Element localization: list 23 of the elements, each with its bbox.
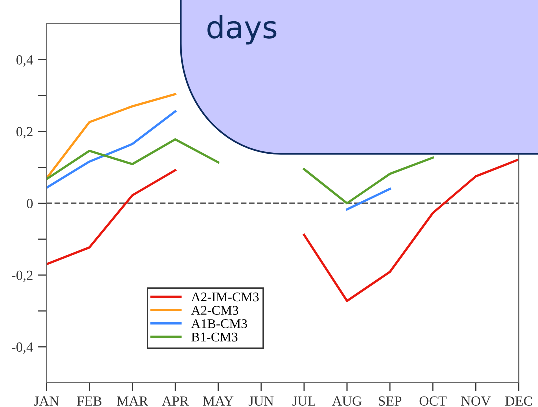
x-tick-label: SEP [379,396,402,406]
legend-label: A2-IM-CM3 [191,292,259,302]
legend-label: B1-CM3 [192,332,238,342]
y-tick-label: 0,4 [16,55,34,67]
y-tick-label: -0,2 [12,270,33,282]
y-tick-label: -0,4 [12,342,34,354]
legend-label: A2-CM3 [191,306,238,316]
annotation: days [208,15,277,45]
x-tick-label: FEB [77,396,102,406]
x-tick-label: AUG [332,396,362,406]
x-tick-label: APR [162,396,189,406]
y-tick-label: 0,2 [16,127,33,139]
legend-label: A1B-CM3 [191,320,248,328]
x-tick-label: MAR [117,396,148,406]
x-tick-label: JUL [292,396,316,406]
x-tick-label: OCT [420,396,447,406]
x-tick-label: NOV [461,396,491,406]
line-series [46,93,177,180]
y-tick-label: 0 [27,199,33,208]
x-tick-label: MAY [203,396,234,406]
x-tick-label: JUN [248,396,274,406]
x-tick-label: JAN [34,396,60,406]
x-tick-label: DEC [506,396,532,406]
